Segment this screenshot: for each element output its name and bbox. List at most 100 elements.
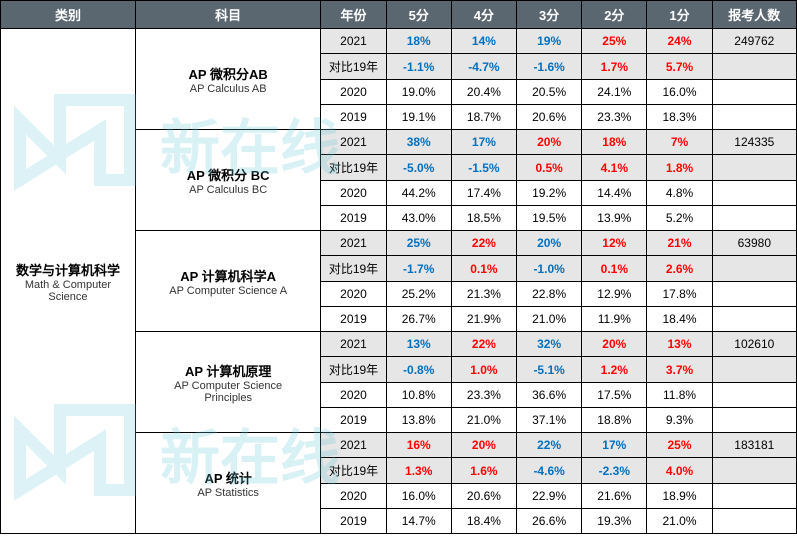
table-body: 数学与计算机科学Math & ComputerScienceAP 微积分ABAP…	[1, 29, 797, 534]
score-cell: 43.0%	[386, 206, 451, 231]
count-cell	[712, 307, 796, 332]
year-cell: 2019	[321, 105, 386, 130]
score-cell: 20%	[451, 433, 516, 458]
score-cell: 25.2%	[386, 282, 451, 307]
score-cell: -5.1%	[517, 357, 582, 383]
score-cell: 18%	[582, 130, 647, 155]
year-cell: 2019	[321, 509, 386, 534]
score-cell: 0.1%	[582, 256, 647, 282]
score-cell: 21%	[647, 231, 712, 256]
score-cell: 3.7%	[647, 357, 712, 383]
score-cell: 21.0%	[451, 408, 516, 433]
subject-en: AP Computer Science A	[138, 285, 319, 297]
score-cell: 21.0%	[517, 307, 582, 332]
score-cell: 1.6%	[451, 458, 516, 484]
subject-cell: AP 计算机科学AAP Computer Science A	[135, 231, 321, 332]
score-cell: 10.8%	[386, 383, 451, 408]
score-cell: 19%	[517, 29, 582, 54]
score-cell: 21.6%	[582, 484, 647, 509]
score-cell: 20%	[517, 130, 582, 155]
score-cell: 20.4%	[451, 80, 516, 105]
year-cell: 对比19年	[321, 54, 386, 80]
score-cell: 19.5%	[517, 206, 582, 231]
score-cell: 12.9%	[582, 282, 647, 307]
score-cell: 19.3%	[582, 509, 647, 534]
score-cell: -1.6%	[517, 54, 582, 80]
year-cell: 2019	[321, 408, 386, 433]
score-cell: 7%	[647, 130, 712, 155]
score-cell: 44.2%	[386, 181, 451, 206]
subject-cell: AP 微积分ABAP Calculus AB	[135, 29, 321, 130]
score-cell: 26.7%	[386, 307, 451, 332]
score-cell: 25%	[386, 231, 451, 256]
score-cell: 20%	[517, 231, 582, 256]
score-cell: 24.1%	[582, 80, 647, 105]
score-cell: 16.0%	[647, 80, 712, 105]
score-cell: 18.4%	[647, 307, 712, 332]
score-cell: 20%	[582, 332, 647, 357]
count-cell	[712, 509, 796, 534]
year-cell: 2019	[321, 206, 386, 231]
score-cell: 22%	[451, 332, 516, 357]
header-score5: 5分	[386, 1, 451, 29]
subject-cell: AP 微积分 BCAP Calculus BC	[135, 130, 321, 231]
score-cell: 20.5%	[517, 80, 582, 105]
score-cell: 11.8%	[647, 383, 712, 408]
score-cell: 32%	[517, 332, 582, 357]
score-cell: 21.0%	[647, 509, 712, 534]
score-cell: 4.0%	[647, 458, 712, 484]
count-cell: 124335	[712, 130, 796, 155]
score-cell: 37.1%	[517, 408, 582, 433]
score-cell: 21.3%	[451, 282, 516, 307]
year-cell: 2021	[321, 130, 386, 155]
subject-cell: AP 统计AP Statistics	[135, 433, 321, 534]
score-cell: 4.8%	[647, 181, 712, 206]
score-cell: 13.9%	[582, 206, 647, 231]
score-cell: 19.0%	[386, 80, 451, 105]
score-cell: 1.8%	[647, 155, 712, 181]
score-cell: 18.5%	[451, 206, 516, 231]
score-cell: 1.3%	[386, 458, 451, 484]
score-cell: 4.1%	[582, 155, 647, 181]
score-cell: 20.6%	[451, 484, 516, 509]
year-cell: 2020	[321, 484, 386, 509]
score-cell: 13%	[647, 332, 712, 357]
subject-cn: AP 计算机原理	[138, 361, 319, 380]
count-cell: 63980	[712, 231, 796, 256]
header-subject: 科目	[135, 1, 321, 29]
score-cell: 26.6%	[517, 509, 582, 534]
score-cell: -4.7%	[451, 54, 516, 80]
count-cell	[712, 206, 796, 231]
count-cell	[712, 408, 796, 433]
score-cell: 1.2%	[582, 357, 647, 383]
year-cell: 对比19年	[321, 458, 386, 484]
year-cell: 对比19年	[321, 155, 386, 181]
score-cell: -2.3%	[582, 458, 647, 484]
table-header: 类别 科目 年份 5分 4分 3分 2分 1分 报考人数	[1, 1, 797, 29]
score-cell: 21.9%	[451, 307, 516, 332]
score-cell: 11.9%	[582, 307, 647, 332]
header-category: 类别	[1, 1, 136, 29]
category-en: Math & ComputerScience	[3, 279, 133, 303]
category-cn: 数学与计算机科学	[3, 260, 133, 279]
year-cell: 2020	[321, 80, 386, 105]
score-cell: -1.7%	[386, 256, 451, 282]
count-cell	[712, 105, 796, 130]
score-cell: 22%	[517, 433, 582, 458]
score-cell: 16%	[386, 433, 451, 458]
subject-en: AP Calculus BC	[138, 184, 319, 196]
category-cell: 数学与计算机科学Math & ComputerScience	[1, 29, 136, 534]
year-cell: 2021	[321, 332, 386, 357]
score-cell: 25%	[647, 433, 712, 458]
count-cell	[712, 155, 796, 181]
score-cell: 36.6%	[517, 383, 582, 408]
score-cell: 18.9%	[647, 484, 712, 509]
score-cell: 14.4%	[582, 181, 647, 206]
score-cell: 14.7%	[386, 509, 451, 534]
year-cell: 2020	[321, 383, 386, 408]
score-cell: 13.8%	[386, 408, 451, 433]
year-cell: 2020	[321, 181, 386, 206]
score-cell: 12%	[582, 231, 647, 256]
score-cell: 18.7%	[451, 105, 516, 130]
header-score2: 2分	[582, 1, 647, 29]
